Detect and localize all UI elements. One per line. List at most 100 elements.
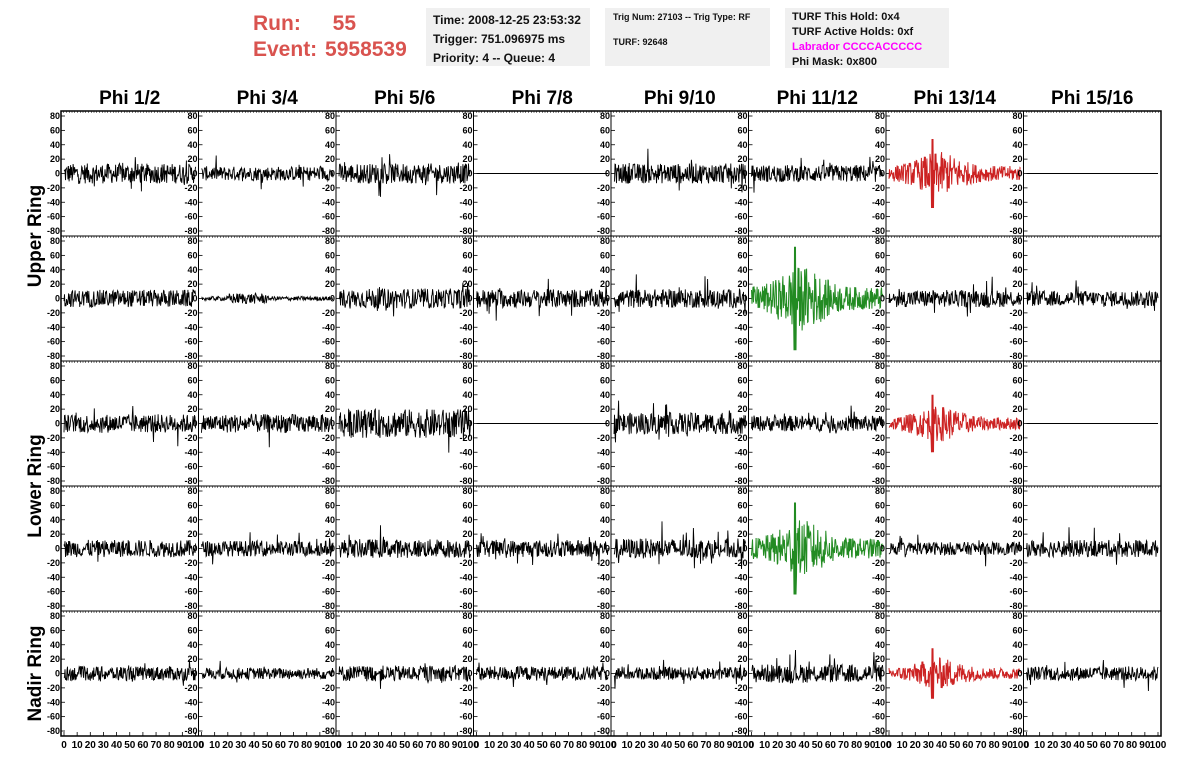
y-tick-label: 80: [600, 361, 610, 371]
x-tick-label: 40: [1074, 740, 1086, 751]
y-tick-label: -60: [1009, 212, 1022, 222]
x-tick-label: 0: [199, 740, 205, 751]
x-tick-label: 10: [347, 740, 359, 751]
x-tick-label: 70: [1113, 740, 1125, 751]
panel-r3-c7: 80 60 40 20 0 -20 -40 -60 -80: [872, 360, 1024, 487]
x-tick-label: 60: [550, 740, 562, 751]
waveform-trace: [613, 274, 746, 314]
y-tick-label: 0: [605, 669, 610, 679]
x-tick-label: 20: [1047, 740, 1059, 751]
y-tick-label: 40: [600, 265, 610, 275]
y-tick-label: 40: [1012, 265, 1022, 275]
y-tick-label: 60: [737, 375, 747, 385]
x-tick-label: 50: [812, 740, 824, 751]
x-tick-label: 80: [439, 740, 451, 751]
y-tick-label: -60: [47, 462, 60, 472]
y-tick-label: 60: [325, 375, 335, 385]
x-tick-label: 10: [759, 740, 771, 751]
y-tick-label: 0: [880, 294, 885, 304]
y-tick-label: -40: [322, 447, 335, 457]
y-tick-label: 80: [462, 486, 472, 496]
y-tick-label: -20: [459, 433, 472, 443]
y-tick-label: 80: [187, 111, 197, 121]
y-tick-label: 20: [600, 404, 610, 414]
waveform-trace: [201, 292, 334, 305]
y-tick-label: 80: [50, 361, 60, 371]
y-tick-label: 0: [605, 544, 610, 554]
y-tick-label: -40: [597, 572, 610, 582]
ring-label-2: Lower Ring: [25, 434, 46, 537]
x-tick-label: 100: [737, 740, 754, 751]
waveform-trace: [201, 413, 334, 448]
y-tick-label: -20: [872, 558, 885, 568]
y-tick-label: 40: [462, 640, 472, 650]
y-tick-label: -60: [597, 712, 610, 722]
y-tick-label: 20: [600, 154, 610, 164]
x-tick-label: 0: [749, 740, 755, 751]
turf-info-box: TURF This Hold: 0x4 TURF Active Holds: 0…: [785, 8, 949, 68]
x-tick-label: 30: [1060, 740, 1072, 751]
x-tick-label: 100: [1012, 740, 1029, 751]
y-tick-label: -80: [734, 601, 747, 611]
y-tick-label: 80: [187, 486, 197, 496]
x-tick-label: 40: [386, 740, 398, 751]
panel-r3-c1: 80 60 40 20 0 -20 -40 -60 -80: [47, 360, 199, 487]
y-tick-label: 20: [737, 279, 747, 289]
y-tick-label: -80: [184, 476, 197, 486]
waveform-trace: [63, 539, 196, 562]
y-tick-label: -20: [597, 558, 610, 568]
x-tick-label: 40: [524, 740, 536, 751]
y-tick-label: -60: [734, 212, 747, 222]
y-tick-label: 20: [1012, 404, 1022, 414]
x-tick-label: 60: [1100, 740, 1112, 751]
y-tick-label: -80: [47, 351, 60, 361]
waveform-trace: [751, 405, 884, 434]
y-tick-label: -80: [597, 476, 610, 486]
panel-r3-c8: 80 60 40 20 0 -20 -40 -60 -80: [1009, 360, 1162, 487]
y-tick-label: -20: [459, 558, 472, 568]
x-tick-label: 60: [137, 740, 149, 751]
x-tick-label: 100: [600, 740, 617, 751]
y-tick-label: 80: [600, 236, 610, 246]
x-tick-label: 20: [497, 740, 509, 751]
y-tick-label: 60: [737, 625, 747, 635]
y-tick-label: -60: [459, 712, 472, 722]
y-tick-label: 20: [875, 279, 885, 289]
waveform-trace: [613, 659, 746, 689]
waveform-trace: [751, 156, 884, 193]
x-tick-label: 80: [1126, 740, 1138, 751]
y-tick-label: -60: [184, 587, 197, 597]
y-tick-label: -40: [459, 572, 472, 582]
waveform-trace: [476, 533, 609, 566]
x-tick-label: 10: [484, 740, 496, 751]
y-tick-label: 0: [330, 169, 335, 179]
y-tick-label: -60: [872, 212, 885, 222]
y-tick-label: 60: [737, 500, 747, 510]
waveform-trace: [1026, 659, 1159, 692]
y-tick-label: 40: [462, 140, 472, 150]
y-tick-label: 40: [187, 140, 197, 150]
waveform-trace: [613, 148, 746, 193]
waveform-trace: [201, 155, 334, 190]
y-tick-label: -40: [322, 572, 335, 582]
waveform-trace: [338, 663, 471, 689]
trigger-info-box: Trig Num: 27103 -- Trig Type: RF TURF: 9…: [605, 8, 770, 66]
y-tick-label: -80: [1009, 351, 1022, 361]
panel-r2-c7: 80 60 40 20 0 -20 -40 -60 -80: [872, 235, 1024, 362]
y-tick-label: 60: [187, 125, 197, 135]
y-tick-label: 20: [462, 279, 472, 289]
y-tick-label: 0: [605, 419, 610, 429]
x-tick-label: 40: [936, 740, 948, 751]
x-tick-label: 20: [85, 740, 97, 751]
x-tick-label: 0: [474, 740, 480, 751]
panel-r5-c5: 80 60 40 20 0 -20 -40 -60 -80: [597, 610, 749, 737]
column-header-4: Phi 7/8: [512, 88, 573, 109]
y-tick-label: -40: [459, 697, 472, 707]
y-tick-label: -40: [872, 447, 885, 457]
y-tick-label: 0: [1017, 294, 1022, 304]
time-info-box: Time: 2008-12-25 23:53:32 Trigger: 751.0…: [426, 8, 590, 66]
y-tick-label: 20: [50, 404, 60, 414]
y-tick-label: 60: [737, 125, 747, 135]
y-tick-label: 40: [50, 640, 60, 650]
y-tick-label: -20: [597, 433, 610, 443]
